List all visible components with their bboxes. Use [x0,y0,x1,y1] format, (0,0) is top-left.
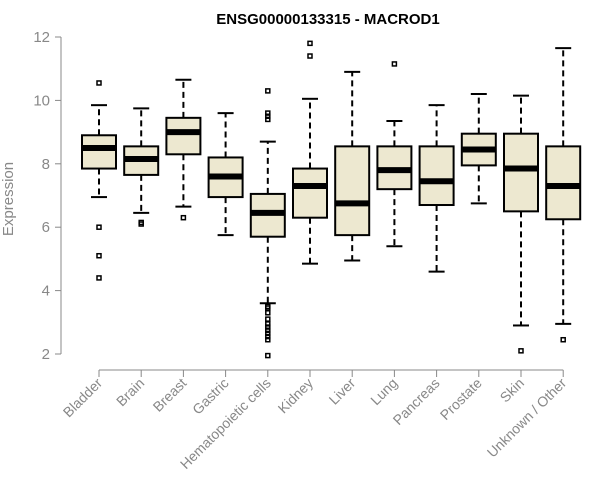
x-tick-label: Prostate [437,375,485,423]
iqr-box [503,132,539,213]
outlier-point [96,80,102,86]
x-tick-label: Brain [113,375,147,409]
box-unknown-other [545,47,582,343]
iqr-box [81,134,117,170]
x-tick-label: Bladder [60,375,106,421]
outlier-point [265,116,271,123]
y-tick-label: 2 [42,346,50,363]
outlier-point [265,333,271,340]
iqr-box [292,167,328,219]
iqr-box [418,145,455,207]
outlier-point [560,336,566,343]
iqr-box [334,145,371,237]
box-gastric [207,112,244,237]
outlier-point [265,113,271,119]
outlier-point [307,53,313,59]
y-axis-label: Expression [0,162,17,236]
outlier-point [96,224,102,230]
outlier-point [391,61,398,67]
box-hematopoietic-cells [249,88,286,359]
x-tick-label: Liver [326,375,359,408]
iqr-box [165,116,202,156]
x-tick-label: Unknown / Other [484,375,570,461]
chart-title: ENSG00000133315 - MACROD1 [216,11,439,28]
box-prostate [460,93,497,205]
outlier-point [265,330,271,337]
box-pancreas [418,104,455,273]
outlier-point [265,352,271,359]
box-bladder [81,80,117,281]
outlier-point [265,327,271,333]
outlier-point [518,348,524,354]
outlier-point [180,214,187,221]
box-skin [503,94,539,354]
iqr-box [545,145,582,221]
outlier-point [265,310,271,316]
y-tick-label: 4 [42,283,50,300]
outlier-point [96,252,102,259]
box-brain [123,107,160,227]
outlier-point [138,221,144,227]
x-tick-label: Breast [150,375,190,415]
y-axis: 2 4 6 8 10 12 [33,29,62,363]
outlier-point [265,324,271,330]
outlier-point [265,321,271,327]
y-tick-label: 6 [42,219,50,236]
box-liver [334,70,371,262]
x-tick-label: Skin [497,375,528,406]
outlier-point [96,275,102,281]
outlier-point [265,88,271,94]
outlier-point [307,40,313,47]
y-tick-label: 10 [33,92,50,109]
outlier-point [265,305,271,311]
box-kidney [292,40,328,265]
outlier-point [265,316,271,322]
box-lung [376,61,413,248]
x-tick-label: Pancreas [390,375,443,428]
plot-area [81,40,582,359]
y-tick-label: 12 [33,29,50,46]
box-breast [165,78,202,221]
outlier-point [265,336,271,343]
x-tick-label: Lung [367,375,400,408]
y-tick-label: 8 [42,156,50,173]
outlier-point [265,110,271,116]
x-tick-label: Kidney [275,375,317,417]
